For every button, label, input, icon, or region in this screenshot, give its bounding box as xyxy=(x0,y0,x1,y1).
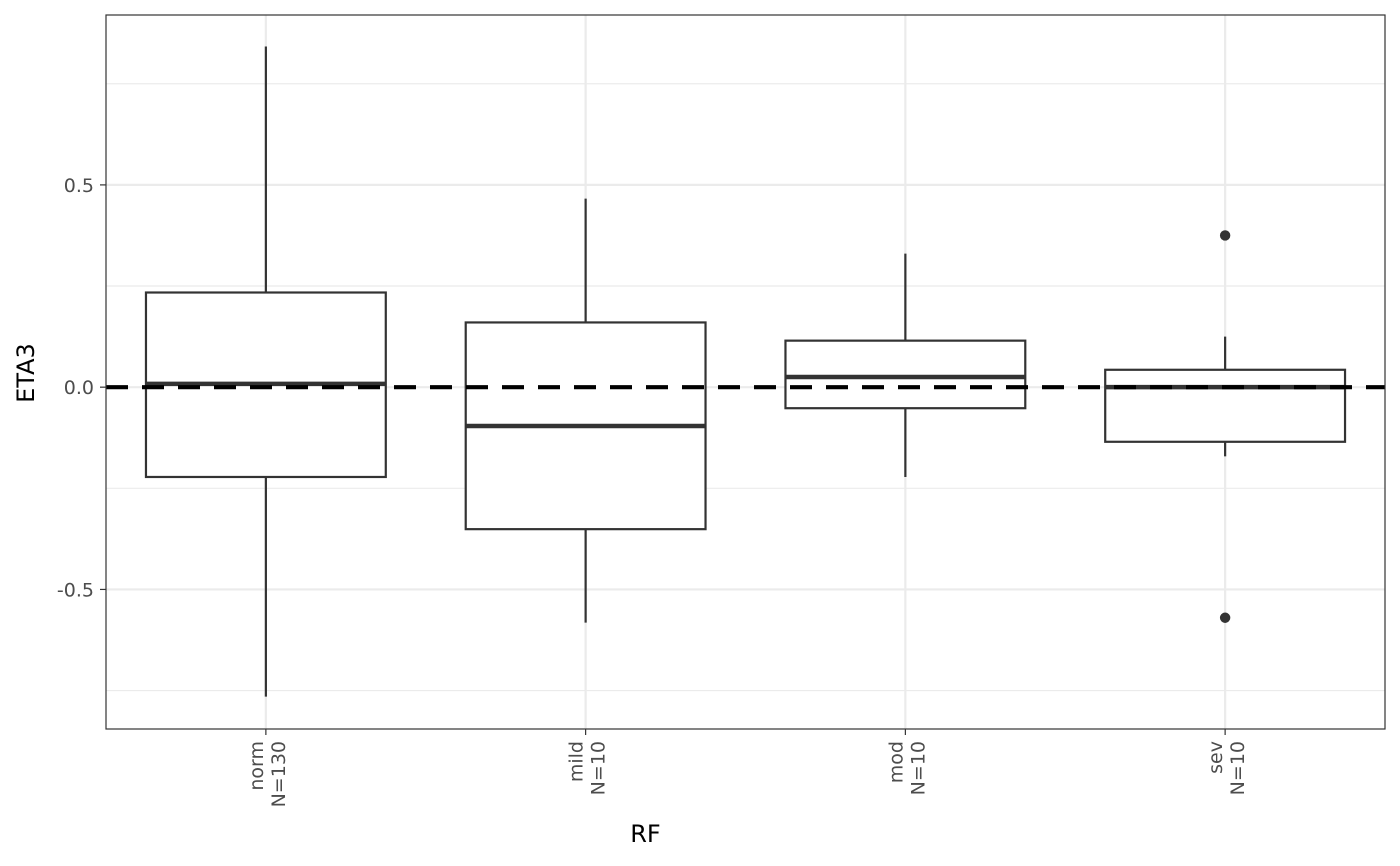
y-tick-label: -0.5 xyxy=(57,579,94,601)
y-tick-label: 0.0 xyxy=(64,377,94,399)
x-axis-title: RF xyxy=(630,820,660,848)
x-tick-label: mod xyxy=(885,741,907,783)
boxplot-sev xyxy=(1104,230,1347,623)
outlier-point xyxy=(1219,612,1231,623)
x-axis-ticks: norm N=130 mild N=10 mod N=10 sev N=10 xyxy=(246,729,1249,807)
boxplot-mild xyxy=(464,198,707,623)
panel-border xyxy=(105,14,1386,730)
x-tick-label: norm xyxy=(246,741,268,791)
x-tick-n-label: N=10 xyxy=(588,741,610,795)
x-tick-n-label: N=10 xyxy=(1227,741,1249,795)
box-iqr xyxy=(1104,368,1347,443)
outlier-point xyxy=(1219,230,1231,241)
box-iqr xyxy=(784,339,1027,410)
y-axis-ticks: 0.5 0.0 -0.5 xyxy=(57,175,106,601)
x-tick-n-label: N=130 xyxy=(268,741,290,807)
boxplot-norm xyxy=(144,46,387,697)
x-tick-label: sev xyxy=(1205,741,1227,774)
y-axis-title: ETA3 xyxy=(12,343,40,403)
boxplot-mod xyxy=(784,253,1027,477)
x-tick-label: mild xyxy=(566,741,588,782)
x-tick-n-label: N=10 xyxy=(907,741,929,795)
boxplots xyxy=(144,46,1347,697)
y-tick-label: 0.5 xyxy=(64,175,94,197)
